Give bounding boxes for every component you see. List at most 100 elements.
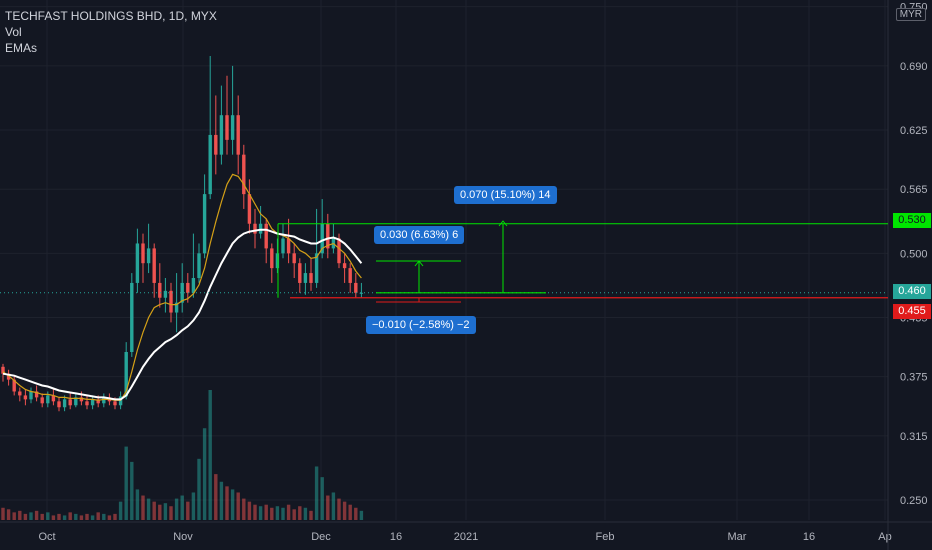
volume-bar [62,515,67,520]
candle-body [342,263,347,269]
x-tick-label: Dec [311,531,331,543]
ema-fast-line [2,173,362,401]
volume-bar [141,495,145,520]
candle-body [62,399,67,408]
volume-bar [34,510,39,520]
volume-bar [12,512,16,520]
x-tick-label: 2021 [454,531,478,543]
volume-bar [303,507,308,520]
volume-indicator-label[interactable]: Vol [5,25,22,39]
volume-bar [270,507,274,520]
volume-bar [236,492,240,520]
candle-body [281,238,285,254]
volume-bar [1,507,5,520]
ema-indicator-label[interactable]: EMAs [5,41,38,55]
volume-bar [158,504,162,520]
volume-bar [57,513,61,520]
candle-body [298,263,302,283]
volume-bar [152,501,156,520]
candle-body [96,399,100,404]
y-tick-label: 0.500 [900,248,928,260]
candle-body [23,395,28,400]
volume-bar [6,509,11,520]
y-tick-label: 0.315 [900,431,928,443]
candle-body [219,115,224,155]
candle-body [1,366,5,374]
volume-bar [219,481,224,520]
price-tag-support: 0.455 [893,304,931,319]
volume-bar [124,446,128,520]
candle-body [6,373,11,380]
volume-bar [247,501,252,520]
volume-bar [135,489,140,520]
volume-bar [163,503,168,520]
volume-bar [348,504,352,520]
candle-body [74,397,78,406]
candle-body [130,282,134,352]
measure-large-arrowhead [498,220,508,227]
candle-body [275,253,280,269]
candle-body [225,115,229,140]
candle-body [46,395,50,404]
volume-bar [102,513,106,520]
volume-bar [264,504,268,520]
volume-bar [186,501,190,520]
currency-label[interactable]: MYR [895,8,926,21]
candle-body [337,238,341,264]
candle-body [180,282,184,303]
measure-box-small[interactable]: 0.030 (6.63%) 6 [374,226,465,244]
volume-bar [46,512,50,520]
volume-bar [230,489,235,520]
candle-body [113,401,117,406]
candle-body [152,248,156,283]
candle-body [309,273,313,283]
candle-body [236,115,240,155]
candle-body [135,243,140,283]
volume-bar [359,510,364,520]
candle-body [85,401,89,406]
measure-small-arrowhead [414,260,424,267]
x-tick-label: Feb [596,531,615,543]
candle-body [18,391,22,396]
volume-bar [85,513,89,520]
candle-body [253,223,257,234]
y-tick-label: 0.625 [900,125,928,137]
candle-body [208,134,212,195]
x-tick-label: Oct [38,531,55,543]
volume-bar [275,506,280,520]
y-tick-label: 0.565 [900,184,928,196]
volume-bar [258,506,263,520]
candle-body [286,238,291,254]
candle-body [326,223,330,249]
candle-body [191,278,196,293]
candle-body [258,223,263,234]
candle-body [320,223,324,254]
volume-bar [208,390,212,520]
x-tick-label: Nov [173,531,193,543]
candle-body [230,115,235,140]
measure-box-negative[interactable]: −0.010 (−2.58%) −2 [366,316,476,334]
volume-bar [107,515,112,520]
candle-body [314,253,319,283]
candle-body [202,194,207,254]
volume-bar [96,512,100,520]
candle-body [51,395,56,402]
measure-box-large[interactable]: 0.070 (15.10%) 14 [454,186,557,204]
candle-body [57,401,61,408]
candle-body [79,397,84,402]
candle-body [270,248,274,269]
x-tick-label: Ap [878,531,891,543]
x-tick-label: 16 [803,531,815,543]
volume-bar [74,513,78,520]
volume-bar [146,498,151,520]
candle-body [214,134,218,155]
volume-bar [225,486,229,520]
volume-bar [68,512,72,520]
volume-bar [320,477,324,520]
volume-bar [342,501,347,520]
volume-bar [298,506,302,520]
volume-bar [354,507,358,520]
symbol-title[interactable]: TECHFAST HOLDINGS BHD, 1D, MYX [5,9,217,23]
volume-bar [113,513,117,520]
